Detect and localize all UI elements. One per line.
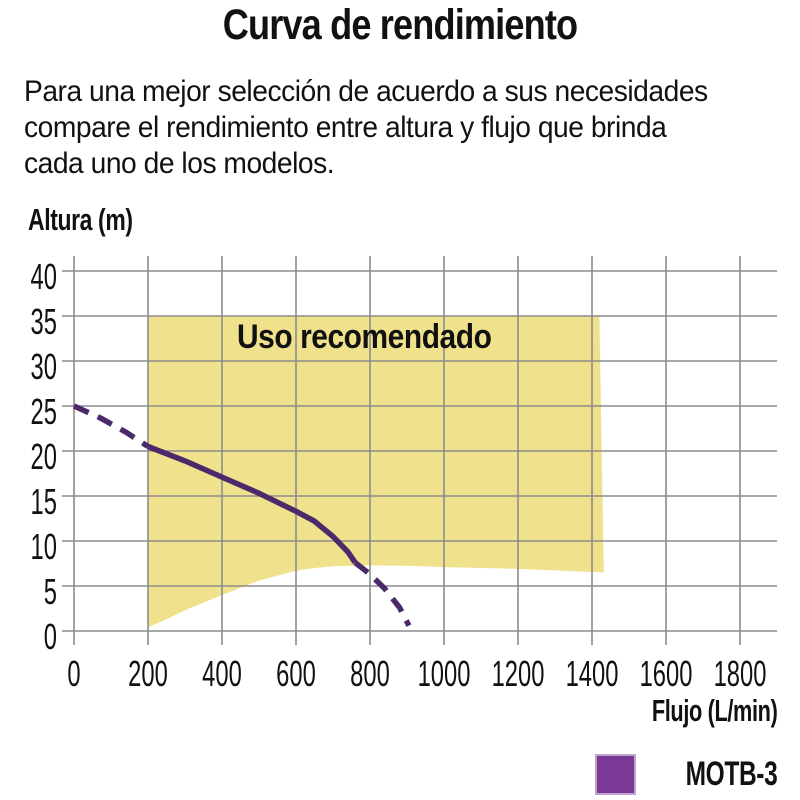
x-tick-label: 1400 (566, 654, 619, 694)
recommended-region-shape (148, 316, 604, 628)
recommended-use-label: Uso recomendado (237, 318, 492, 356)
y-tick-label: 15 (31, 482, 57, 522)
performance-curve-dashed (72, 403, 150, 449)
legend-color-swatch (594, 754, 636, 795)
x-tick-label: 1000 (418, 654, 471, 694)
x-tick-label: 0 (67, 654, 80, 694)
x-axis-title: Flujo (L/min) (651, 693, 777, 728)
y-tick-label: 5 (44, 572, 57, 612)
x-tick-label: 600 (276, 654, 316, 694)
description-line: compare el rendimiento entre altura y fl… (24, 111, 667, 144)
description: Para una mejor selección de acuerdo a su… (24, 74, 751, 182)
x-tick-label: 1200 (492, 654, 545, 694)
performance-curve-solid (147, 443, 358, 565)
y-tick-label: 25 (31, 392, 57, 432)
page-title: Curva de rendimiento (222, 1, 578, 49)
y-tick-label: 20 (31, 437, 57, 477)
y-axis-title: Altura (m) (28, 202, 133, 237)
y-tick-label: 40 (31, 257, 57, 297)
y-tick-label: 30 (31, 347, 57, 387)
x-tick-label: 1600 (640, 654, 693, 694)
y-tick-label: 10 (31, 527, 57, 567)
x-tick-label: 1800 (714, 654, 767, 694)
x-tick-label: 400 (202, 654, 242, 694)
performance-curve-dashed (353, 560, 412, 627)
description-line: cada uno de los modelos. (24, 147, 335, 180)
legend-label: MOTB-3 (685, 755, 777, 793)
x-tick-label: 800 (350, 654, 390, 694)
legend: MOTB-3 (594, 752, 777, 797)
description-line: Para una mejor selección de acuerdo a su… (24, 75, 708, 108)
y-tick-label: 35 (31, 302, 57, 342)
y-tick-label: 0 (44, 617, 57, 657)
x-tick-label: 200 (128, 654, 168, 694)
